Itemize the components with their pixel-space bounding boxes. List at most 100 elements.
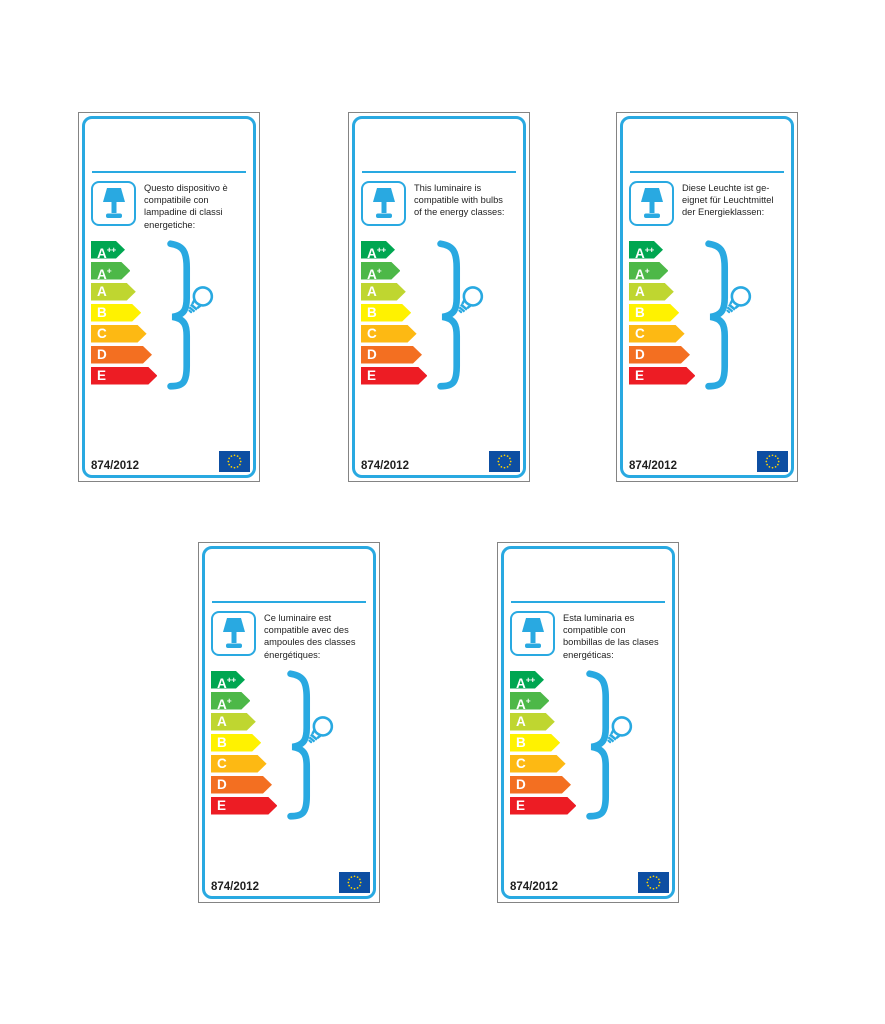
energy-class-letter: C (97, 326, 107, 341)
energy-class-arrow-A+: A+ (361, 262, 400, 280)
energy-class-list: A++ A+ A B C D E (361, 241, 427, 388)
energy-class-arrow-A++: A++ (361, 241, 395, 259)
eu-flag (339, 872, 370, 893)
regulation-number: 874/2012 (629, 460, 677, 472)
compatibility-text: Esta luminaria es compatible con bombill… (563, 613, 659, 660)
energy-class-letter: A (367, 284, 377, 299)
header-divider (92, 171, 246, 173)
energy-class-list: A++ A+ A B C D E (91, 241, 157, 388)
eu-flag (219, 451, 250, 472)
compatibility-text: Diese Leuchte ist ge- eignet für Leuchtm… (682, 183, 774, 218)
energy-class-arrow-C: C (211, 755, 267, 773)
regulation-number: 874/2012 (361, 460, 409, 472)
energy-class-list: A++ A+ A B C D E (510, 671, 576, 818)
bracket-graphic (705, 240, 729, 390)
bracket-graphic (167, 240, 191, 390)
energy-class-letter: A (516, 714, 526, 729)
energy-class-arrow-D: D (211, 776, 272, 794)
energy-class-letter: D (516, 777, 526, 792)
regulation-number: 874/2012 (510, 881, 558, 893)
energy-class-arrow-A++: A++ (211, 671, 245, 689)
energy-class-arrow-A: A (91, 283, 136, 301)
energy-class-list: A++ A+ A B C D E (211, 671, 277, 818)
energy-class-letter: B (97, 305, 107, 320)
energy-class-arrow-A: A (361, 283, 406, 301)
bulb-icon (726, 286, 752, 314)
bracket-graphic (586, 670, 610, 820)
energy-class-letter: D (367, 347, 377, 362)
energy-class-letter: A+ (367, 265, 382, 282)
luminaire-pictogram-box (510, 611, 555, 656)
energy-class-letter: C (367, 326, 377, 341)
energy-class-letter: D (97, 347, 107, 362)
energy-class-arrow-D: D (510, 776, 571, 794)
energy-class-letter: E (97, 368, 107, 383)
energy-class-arrow-D: D (91, 346, 152, 364)
energy-class-letter: A++ (97, 244, 116, 261)
energy-class-letter: B (217, 735, 227, 750)
energy-class-letter: B (635, 305, 645, 320)
energy-class-letter: D (635, 347, 645, 362)
energy-class-arrow-E: E (510, 797, 576, 815)
energy-class-letter: A (97, 284, 107, 299)
energy-class-arrow-B: B (91, 304, 141, 322)
energy-class-arrow-E: E (91, 367, 157, 385)
energy-class-list: A++ A+ A B C D E (629, 241, 695, 388)
energy-class-letter: A++ (635, 244, 654, 261)
energy-class-letter: A++ (367, 244, 386, 261)
energy-class-letter: A+ (516, 695, 531, 712)
energy-class-letter: E (635, 368, 645, 383)
energy-label-de: Diese Leuchte ist ge- eignet für Leuchtm… (616, 112, 798, 482)
energy-class-letter: B (516, 735, 526, 750)
energy-class-arrow-C: C (361, 325, 417, 343)
bulb-icon (308, 716, 334, 744)
energy-label-fr: Ce luminaire est compatible avec des amp… (198, 542, 380, 903)
luminaire-pictogram-box (91, 181, 136, 226)
label-inner-frame (82, 116, 256, 478)
energy-class-arrow-A+: A+ (629, 262, 668, 280)
energy-class-letter: C (635, 326, 645, 341)
energy-class-arrow-A+: A+ (510, 692, 549, 710)
bulb-icon (458, 286, 484, 314)
energy-class-letter: A (635, 284, 645, 299)
table-lamp-icon (640, 187, 663, 218)
table-lamp-icon (372, 187, 395, 218)
regulation-number: 874/2012 (91, 460, 139, 472)
energy-class-letter: C (516, 756, 526, 771)
compatibility-text: This luminaire is compatible with bulbs … (414, 183, 505, 218)
energy-class-arrow-C: C (510, 755, 566, 773)
energy-class-arrow-A++: A++ (510, 671, 544, 689)
energy-class-letter: C (217, 756, 227, 771)
energy-class-letter: B (367, 305, 377, 320)
table-lamp-icon (102, 187, 125, 218)
luminaire-pictogram-box (629, 181, 674, 226)
energy-class-arrow-E: E (629, 367, 695, 385)
energy-class-arrow-E: E (361, 367, 427, 385)
energy-label-en: This luminaire is compatible with bulbs … (348, 112, 530, 482)
energy-class-arrow-A+: A+ (211, 692, 250, 710)
energy-class-arrow-B: B (361, 304, 411, 322)
energy-class-letter: E (516, 798, 526, 813)
energy-class-arrow-A: A (629, 283, 674, 301)
header-divider (630, 171, 784, 173)
label-inner-frame (620, 116, 794, 478)
energy-class-letter: A++ (516, 674, 535, 691)
energy-class-arrow-D: D (361, 346, 422, 364)
bulb-icon (188, 286, 214, 314)
energy-class-arrow-A+: A+ (91, 262, 130, 280)
energy-class-letter: A+ (97, 265, 112, 282)
compatibility-text: Questo dispositivo è compatibile con lam… (144, 183, 228, 230)
energy-class-letter: A+ (635, 265, 650, 282)
header-divider (212, 601, 366, 603)
energy-class-letter: A (217, 714, 227, 729)
energy-class-letter: D (217, 777, 227, 792)
energy-class-arrow-A: A (211, 713, 256, 731)
energy-class-letter: E (217, 798, 227, 813)
energy-class-arrow-A++: A++ (91, 241, 125, 259)
header-divider (362, 171, 516, 173)
energy-class-arrow-D: D (629, 346, 690, 364)
table-lamp-icon (521, 617, 544, 648)
bracket-graphic (437, 240, 461, 390)
energy-class-arrow-B: B (211, 734, 261, 752)
